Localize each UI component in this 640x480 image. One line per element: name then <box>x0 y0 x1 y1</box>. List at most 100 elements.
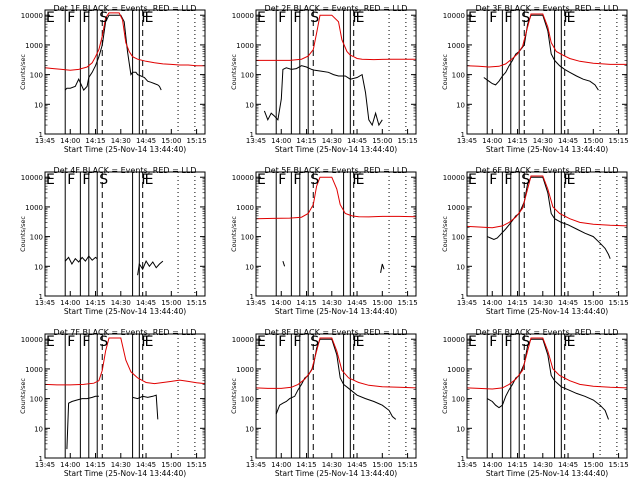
x-tick-label: 14:30 <box>533 299 553 307</box>
x-tick-label: 15:00 <box>372 299 392 307</box>
x-tick-label: 15:00 <box>583 461 603 469</box>
event-marker-label: E <box>257 172 266 188</box>
series-lld-line <box>466 175 628 229</box>
event-marker-label: F <box>67 10 75 26</box>
panel-title: Det 5F BLACK = Events, RED = LLD <box>265 166 408 175</box>
panel-title: Det 6F BLACK = Events, RED = LLD <box>476 166 619 175</box>
y-axis-label: Counts/sec <box>230 54 238 90</box>
x-axis-label: Start Time (25-Nov-14 13:44:40) <box>275 145 397 154</box>
y-tick-label: 1000 <box>236 366 254 374</box>
x-tick-label: 13:45 <box>35 461 55 469</box>
x-tick-label: 15:15 <box>186 137 206 145</box>
y-tick-label: 1 <box>39 131 43 139</box>
plot-frame <box>44 333 206 459</box>
y-axis-label: Counts/sec <box>441 216 449 252</box>
x-axis-label: Start Time (25-Nov-14 13:44:40) <box>64 307 186 316</box>
x-tick-label: 15:00 <box>583 299 603 307</box>
y-axis-label: Counts/sec <box>441 54 449 90</box>
event-marker-label: S <box>99 10 108 26</box>
x-tick-label: 14:30 <box>322 299 342 307</box>
chart-panel-7: 1 10 100 1000 10000 13:45 14:00 14:15 14:30 14:45… <box>19 328 207 478</box>
x-tick-label: 13:45 <box>246 137 266 145</box>
event-marker-label: F <box>82 334 90 350</box>
event-marker-label: F <box>504 172 512 188</box>
x-tick-label: 14:15 <box>85 137 105 145</box>
x-tick-label: 15:15 <box>608 137 628 145</box>
event-marker-label: F <box>293 10 301 26</box>
x-tick-label: 14:45 <box>558 299 578 307</box>
x-tick-label: 14:00 <box>60 299 80 307</box>
event-marker-label: F <box>293 334 301 350</box>
x-tick-label: 14:45 <box>347 137 367 145</box>
event-marker-label: F <box>141 334 149 350</box>
series-lld-line <box>466 337 628 390</box>
series-events-line <box>64 255 164 276</box>
event-marker-label: E <box>356 172 365 188</box>
x-tick-label: 14:00 <box>60 137 80 145</box>
y-tick-label: 1000 <box>25 42 43 50</box>
chart-panel-6: 1 10 100 1000 10000 13:45 14:00 14:15 14:30 14:45… <box>441 166 629 316</box>
y-tick-label: 10000 <box>232 336 254 344</box>
series-events-line <box>282 260 385 273</box>
x-tick-label: 15:00 <box>372 137 392 145</box>
series-events-line <box>64 14 162 91</box>
event-marker-label: F <box>278 10 286 26</box>
x-tick-label: 14:45 <box>558 137 578 145</box>
x-tick-label: 13:45 <box>246 299 266 307</box>
y-tick-label: 100 <box>241 234 254 242</box>
event-marker-label: S <box>99 334 108 350</box>
y-tick-label: 10000 <box>232 12 254 20</box>
x-tick-label: 14:30 <box>111 137 131 145</box>
y-tick-label: 1 <box>250 293 254 301</box>
y-axis-label: Counts/sec <box>19 378 27 414</box>
panel-title: Det 2F BLACK = Events, RED = LLD <box>265 4 408 13</box>
y-tick-label: 1000 <box>447 204 465 212</box>
x-tick-label: 14:15 <box>507 137 527 145</box>
chart-panel-4: 1 10 100 1000 10000 13:45 14:00 14:15 14:30 14:45… <box>19 166 207 316</box>
event-marker-label: S <box>99 172 108 188</box>
panel-title: Det 9F BLACK = Events, RED = LLD <box>476 328 619 337</box>
y-tick-label: 1000 <box>25 204 43 212</box>
event-marker-label: F <box>563 172 571 188</box>
x-tick-label: 15:15 <box>608 299 628 307</box>
y-axis-label: Counts/sec <box>19 216 27 252</box>
x-tick-label: 14:15 <box>507 299 527 307</box>
y-tick-label: 100 <box>30 396 43 404</box>
x-tick-label: 15:15 <box>186 299 206 307</box>
plot-frame <box>255 171 417 297</box>
x-axis-label: Start Time (25-Nov-14 13:44:40) <box>275 469 397 478</box>
chart-panel-2: 1 10 100 1000 10000 13:45 14:00 14:15 14:30 14:45… <box>230 4 418 154</box>
y-tick-label: 1000 <box>447 366 465 374</box>
x-tick-label: 14:00 <box>482 461 502 469</box>
event-marker-label: F <box>563 334 571 350</box>
x-tick-label: 14:00 <box>482 299 502 307</box>
event-marker-label: F <box>563 10 571 26</box>
event-marker-label: F <box>504 334 512 350</box>
y-tick-label: 1 <box>461 455 465 463</box>
plot-frame <box>44 171 206 297</box>
y-tick-label: 10 <box>456 101 465 109</box>
event-marker-label: E <box>567 10 576 26</box>
x-tick-label: 13:45 <box>246 461 266 469</box>
event-marker-label: F <box>352 172 360 188</box>
event-marker-label: E <box>356 10 365 26</box>
chart-panel-8: 1 10 100 1000 10000 13:45 14:00 14:15 14:30 14:45… <box>230 328 418 478</box>
panel-title: Det 8F BLACK = Events, RED = LLD <box>265 328 408 337</box>
event-marker-label: F <box>489 334 497 350</box>
event-marker-label: F <box>352 10 360 26</box>
y-tick-label: 1 <box>39 455 43 463</box>
event-marker-label: E <box>145 172 154 188</box>
event-marker-label: E <box>468 10 477 26</box>
y-tick-label: 10000 <box>21 12 43 20</box>
y-tick-label: 1000 <box>236 42 254 50</box>
x-tick-label: 15:00 <box>372 461 392 469</box>
panel-title: Det 4F BLACK = Events, RED = LLD <box>54 166 197 175</box>
y-tick-label: 10 <box>34 425 43 433</box>
plot-frame <box>255 333 417 459</box>
x-tick-label: 15:15 <box>397 461 417 469</box>
y-tick-label: 10000 <box>21 174 43 182</box>
series-lld-line <box>44 337 206 386</box>
series-events-line <box>275 338 397 420</box>
event-marker-label: F <box>67 334 75 350</box>
